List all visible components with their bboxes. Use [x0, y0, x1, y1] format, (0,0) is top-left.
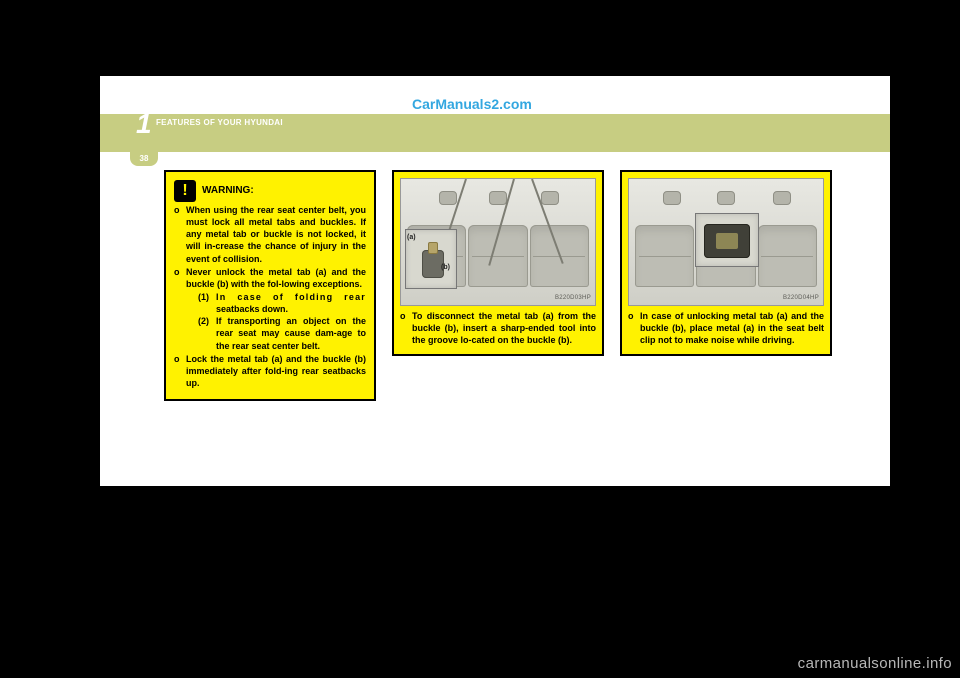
manual-page: 1 FEATURES OF YOUR HYUNDAI 38 CarManuals…	[100, 76, 890, 486]
figure-caption-list: o In case of unlocking metal tab (a) and…	[628, 310, 824, 346]
figure-code: B220D04HP	[783, 294, 819, 302]
chapter-number: 1	[136, 108, 152, 140]
warning-item: o Lock the metal tab (a) and the buckle …	[174, 353, 366, 389]
figure-caption-item: o To disconnect the metal tab (a) from t…	[400, 310, 596, 346]
sub-text-line: In case of folding rear	[216, 292, 366, 302]
headrest-icon	[489, 191, 507, 205]
headrest-icon	[717, 191, 735, 205]
warning-item-text: Lock the metal tab (a) and the buckle (b…	[186, 353, 366, 389]
figure-caption-text: In case of unlocking metal tab (a) and t…	[640, 310, 824, 346]
metal-tab-icon	[428, 242, 438, 254]
warning-item: o When using the rear seat center belt, …	[174, 204, 366, 265]
warning-box: ! WARNING: o When using the rear seat ce…	[164, 170, 376, 401]
warning-item-text: Never unlock the metal tab (a) and the b…	[186, 266, 366, 352]
warning-icon-glyph: !	[182, 180, 187, 202]
inset-detail	[695, 213, 759, 267]
label-b: (b)	[441, 263, 450, 272]
warning-title: WARNING:	[202, 184, 254, 198]
sub-text-line: seatbacks down.	[216, 304, 288, 314]
warning-subitem: (1) In case of folding rear seatbacks do…	[198, 291, 366, 315]
sub-num: (2)	[198, 315, 216, 351]
warning-sublist: (1) In case of folding rear seatbacks do…	[186, 291, 366, 352]
clip-slot-icon	[716, 233, 738, 249]
watermark-bottom: carmanualsonline.info	[798, 655, 952, 672]
figure-box-2: B220D04HP o In case of unlocking metal t…	[620, 170, 832, 356]
warning-header: ! WARNING:	[174, 180, 366, 202]
label-a: (a)	[407, 233, 416, 242]
sub-text: In case of folding rear seatbacks down.	[216, 291, 366, 315]
warning-item: o Never unlock the metal tab (a) and the…	[174, 266, 366, 352]
page-number: 38	[130, 152, 158, 166]
content-row: ! WARNING: o When using the rear seat ce…	[164, 170, 852, 401]
warning-icon: !	[174, 180, 196, 202]
warning-item-line: Never unlock the metal tab (a) and the b…	[186, 267, 366, 289]
figure-caption-list: o To disconnect the metal tab (a) from t…	[400, 310, 596, 346]
figure-caption-item: o In case of unlocking metal tab (a) and…	[628, 310, 824, 346]
figure-illustration-2: B220D04HP	[628, 178, 824, 306]
headrest-icon	[773, 191, 791, 205]
warning-subitem: (2) If transporting an object on the rea…	[198, 315, 366, 351]
figure-code: B220D03HP	[555, 294, 591, 302]
watermark-top: CarManuals2.com	[412, 96, 532, 112]
warning-list: o When using the rear seat center belt, …	[174, 204, 366, 389]
belt-clip-icon	[704, 224, 750, 258]
sub-num: (1)	[198, 291, 216, 315]
headrest-icon	[541, 191, 559, 205]
figure-caption-text: To disconnect the metal tab (a) from the…	[412, 310, 596, 346]
headrest-icon	[663, 191, 681, 205]
headrest-icon	[439, 191, 457, 205]
chapter-title: FEATURES OF YOUR HYUNDAI	[156, 118, 283, 127]
figure-box-1: (a) (b) B220D03HP o To disconnect the me…	[392, 170, 604, 356]
figure-illustration-1: (a) (b) B220D03HP	[400, 178, 596, 306]
sub-text: If transporting an object on the rear se…	[216, 315, 366, 351]
warning-item-text: When using the rear seat center belt, yo…	[186, 204, 366, 265]
